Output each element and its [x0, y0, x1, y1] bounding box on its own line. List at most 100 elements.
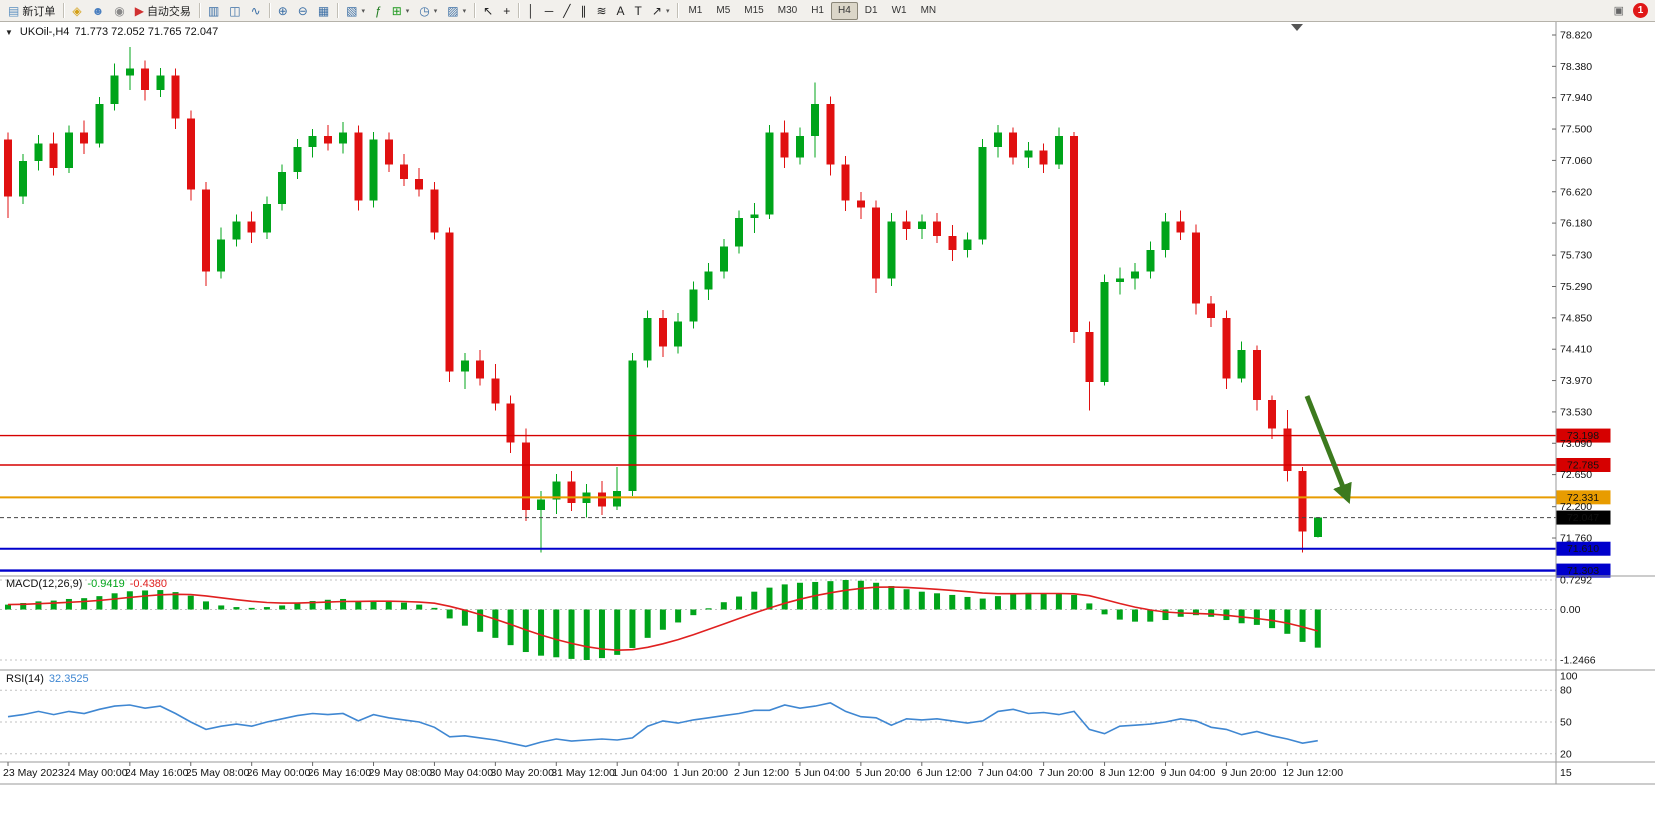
mql-community-icon[interactable]: ◈ [67, 1, 86, 21]
cursor-icon-glyph: ↖ [483, 3, 494, 18]
period-icon[interactable]: ◷ ▾ [414, 1, 442, 21]
svg-text:-1.2466: -1.2466 [1560, 654, 1596, 666]
fibonacci-icon[interactable]: ≋ [591, 1, 611, 21]
trendline-icon[interactable]: ╱ [558, 1, 575, 21]
zoom-in-icon[interactable]: ⊕ [273, 1, 293, 21]
svg-text:73.090: 73.090 [1560, 438, 1592, 450]
candlestick-chart-icon[interactable]: ◫ [224, 1, 245, 21]
text-label-icon[interactable]: T [630, 1, 647, 21]
price-badge [1556, 563, 1611, 578]
svg-text:7 Jun 04:00: 7 Jun 04:00 [978, 767, 1033, 779]
dropdown-arrow-icon: ▾ [665, 7, 670, 15]
svg-text:73.970: 73.970 [1560, 375, 1592, 387]
chart-window-icon[interactable]: ▣ [1609, 1, 1629, 21]
zoom-out-icon[interactable]: ⊖ [293, 1, 313, 21]
horizontal-line-icon[interactable]: ─ [540, 1, 559, 21]
rsi-value: 32.3525 [48, 673, 89, 685]
dropdown-arrow-icon: ▾ [433, 7, 438, 15]
toolbar-divider [518, 3, 520, 18]
arrows-icon[interactable]: ↗ ▾ [647, 1, 675, 21]
chart-shift-marker [1291, 24, 1303, 31]
svg-text:26 May 00:00: 26 May 00:00 [247, 767, 311, 779]
svg-text:72.047: 72.047 [1567, 512, 1599, 524]
new-order-button[interactable]: ▤ 新订单 [3, 1, 60, 21]
vertical-line-icon[interactable]: │ [522, 1, 540, 21]
svg-text:5 Jun 20:00: 5 Jun 20:00 [856, 767, 911, 779]
timeframe-mn[interactable]: MN [914, 2, 944, 20]
timeframe-m1[interactable]: M1 [681, 2, 709, 20]
fibonacci-icon-glyph: ≋ [596, 3, 607, 18]
bar-chart-icon[interactable]: ▥ [203, 1, 224, 21]
svg-text:7 Jun 20:00: 7 Jun 20:00 [1039, 767, 1094, 779]
macd-name: MACD(12,26,9) [6, 578, 83, 590]
autotrading-glyph: ▶ [134, 3, 144, 18]
tile-windows-icon-glyph: ▦ [317, 3, 330, 18]
indicators-icon[interactable]: ƒ [370, 1, 387, 21]
autotrading-button[interactable]: ▶ 自动交易 [130, 1, 196, 21]
svg-text:1 Jun 20:00: 1 Jun 20:00 [673, 767, 728, 779]
price-lines-layer[interactable]: 73.198 72.785 72.331 72.047 71.610 71.303 [0, 428, 1611, 578]
line-chart-icon[interactable]: ∿ [246, 1, 266, 21]
price-badge [1556, 510, 1611, 525]
line-chart-icon-glyph: ∿ [250, 3, 261, 18]
price-badge [1556, 457, 1611, 472]
text-icon-glyph: A [616, 3, 625, 18]
svg-text:72.331: 72.331 [1567, 492, 1599, 504]
svg-text:75.290: 75.290 [1560, 281, 1592, 293]
new-chart-icon-glyph: ⊞ [391, 3, 402, 18]
svg-text:71.303: 71.303 [1567, 565, 1599, 577]
timeframe-h1[interactable]: H1 [804, 2, 831, 20]
timeframe-w1[interactable]: W1 [885, 2, 914, 20]
grid-layer [0, 579, 1556, 755]
main-toolbar: ▤ 新订单 ◈ ☻ ◉ ▶ 自动交易 ▥ ◫ ∿ ⊕ ⊖ ▦ ▧ ▾ ƒ ⊞ ▾ ◷ ▾ ▨ ▾ ↖ + │ ─ ╱ ∥ ≋ A T ↗ ▾ M… [0, 0, 1655, 22]
new-chart-icon[interactable]: ⊞ ▾ [387, 1, 415, 21]
timeframe-m30[interactable]: M30 [771, 2, 804, 20]
toolbar-divider [63, 3, 65, 18]
trendline-icon-glyph: ╱ [563, 3, 571, 18]
toolbar-buttons: ▤ 新订单 ◈ ☻ ◉ ▶ 自动交易 ▥ ◫ ∿ ⊕ ⊖ ▦ ▧ ▾ ƒ ⊞ ▾ ◷ ▾ ▨ ▾ ↖ + │ ─ ╱ ∥ ≋ A T ↗ ▾ [3, 1, 681, 21]
text-icon[interactable]: A [612, 1, 630, 21]
svg-text:24 May 16:00: 24 May 16:00 [125, 767, 189, 779]
auto-arrange-icon[interactable]: ▧ ▾ [341, 1, 370, 21]
notification-badge[interactable]: 1 [1633, 3, 1648, 18]
crosshair-icon-glyph: + [503, 3, 511, 18]
dropdown-arrow-icon: ▾ [462, 7, 467, 15]
toolbar-right-group: ▣ 1 [1609, 1, 1652, 21]
price-badge [1556, 490, 1611, 505]
svg-text:50: 50 [1560, 717, 1572, 729]
tile-windows-icon[interactable]: ▦ [313, 1, 334, 21]
profile-icon[interactable]: ☻ [87, 1, 110, 21]
crosshair-icon[interactable]: + [498, 1, 515, 21]
mql-community-icon-glyph: ◈ [72, 3, 82, 18]
svg-text:5 Jun 04:00: 5 Jun 04:00 [795, 767, 850, 779]
template-icon[interactable]: ▨ ▾ [442, 1, 471, 21]
signals-icon[interactable]: ◉ [109, 1, 129, 21]
svg-text:72.650: 72.650 [1560, 469, 1592, 481]
timeframe-d1[interactable]: D1 [858, 2, 885, 20]
toolbar-divider [677, 3, 679, 18]
timeframe-m15[interactable]: M15 [737, 2, 770, 20]
toolbar-divider [198, 3, 200, 18]
timeframe-h4[interactable]: H4 [830, 1, 858, 20]
zoom-out-icon-glyph: ⊖ [297, 3, 308, 18]
price-badge [1556, 428, 1611, 443]
svg-text:74.850: 74.850 [1560, 312, 1592, 324]
vertical-line-icon-glyph: │ [527, 3, 535, 18]
indicators-layer [5, 579, 1321, 748]
macd-main-value: -0.9419 [87, 578, 125, 590]
svg-text:73.530: 73.530 [1560, 406, 1592, 418]
new-order-button-label: 新订单 [22, 5, 56, 18]
svg-text:78.820: 78.820 [1560, 30, 1592, 42]
svg-text:20: 20 [1560, 748, 1572, 760]
annotation-arrow[interactable] [1304, 395, 1352, 504]
dropdown-arrow-icon: ▾ [405, 7, 410, 15]
svg-text:77.940: 77.940 [1560, 92, 1592, 104]
channel-icon[interactable]: ∥ [575, 1, 591, 21]
svg-text:6 Jun 12:00: 6 Jun 12:00 [917, 767, 972, 779]
cursor-icon[interactable]: ↖ [478, 1, 498, 21]
timeframe-m5[interactable]: M5 [709, 2, 737, 20]
one-click-trading-arrow-icon[interactable]: ▼ [5, 27, 13, 37]
svg-text:74.410: 74.410 [1560, 344, 1592, 356]
svg-text:8 Jun 12:00: 8 Jun 12:00 [1100, 767, 1155, 779]
